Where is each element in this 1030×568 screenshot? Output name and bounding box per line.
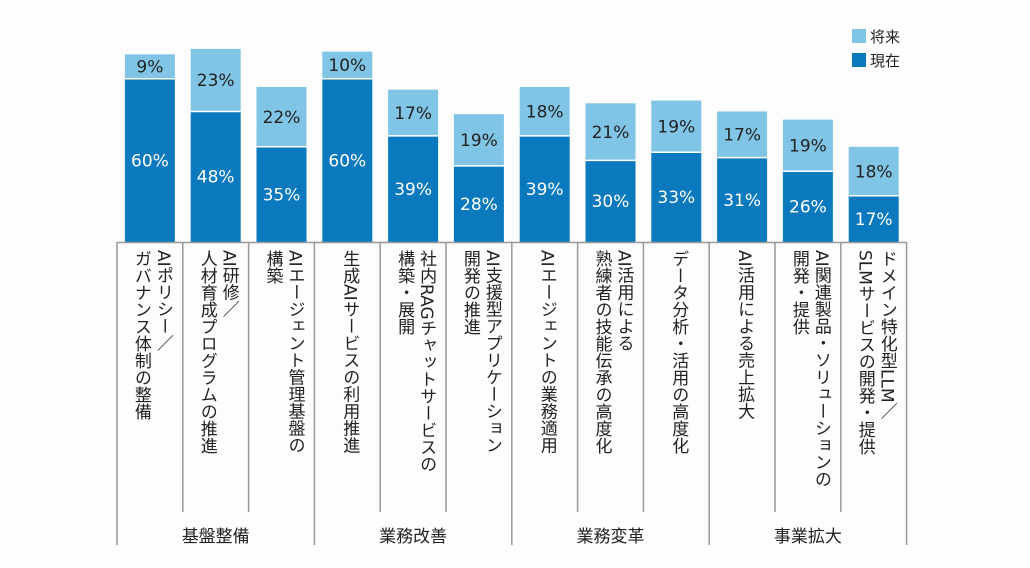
- category-label: 社内RAGチャットサービスの 構築・展開: [394, 250, 437, 473]
- group-label: 業務改善: [379, 527, 448, 547]
- bar-current: [388, 135, 439, 242]
- bar-future: [585, 103, 636, 161]
- data-label-future: 10%: [328, 56, 366, 76]
- bar-future: [124, 54, 175, 79]
- category-label: AI関連製品・ソリューションの 開発・提供: [788, 250, 831, 488]
- data-label-future: 19%: [657, 117, 695, 137]
- bar-future: [717, 111, 768, 158]
- data-label-current: 39%: [394, 180, 432, 200]
- group-label: 業務変革: [576, 527, 645, 547]
- category-label: AI研修／ 人材育成プログラムの推進: [196, 250, 239, 454]
- category-label: AIエージェント管理基盤の 構築: [262, 250, 305, 454]
- bar-current: [256, 146, 307, 242]
- bar-current: [453, 165, 504, 242]
- data-label-current: 48%: [197, 168, 235, 188]
- bar-future: [256, 86, 307, 147]
- bar-future: [651, 100, 702, 153]
- bar-current: [585, 160, 636, 242]
- category-label: AI活用による売上拡大: [734, 250, 755, 420]
- bar-future: [782, 119, 833, 172]
- group-label: 事業拡大: [773, 527, 842, 547]
- legend-label-current: 現在: [870, 52, 901, 70]
- data-label-future: 17%: [394, 104, 432, 124]
- data-label-current: 35%: [263, 185, 301, 205]
- data-label-future: 23%: [197, 71, 235, 91]
- group-label: 基盤整備: [181, 527, 250, 547]
- category-label: 生成AIサービスの利用推進: [339, 250, 360, 454]
- data-label-current: 28%: [460, 195, 498, 215]
- bar-current: [848, 195, 899, 242]
- bar-future: [848, 146, 899, 196]
- bar-future: [388, 89, 439, 136]
- category-label: AI支援型アプリケーション 開発の推進: [459, 250, 502, 454]
- legend-swatch-future: [852, 29, 866, 43]
- data-label-current: 17%: [855, 210, 893, 230]
- category-label: ドメイン特化型LLM／ SLMサービスの開発・提供: [854, 250, 897, 455]
- data-label-current: 31%: [723, 191, 761, 211]
- data-label-future: 18%: [526, 102, 564, 122]
- data-label-current: 60%: [328, 151, 366, 171]
- legend-swatch-current: [852, 53, 866, 67]
- data-label-future: 21%: [592, 123, 630, 143]
- data-label-future: 17%: [723, 126, 761, 146]
- data-label-current: 60%: [131, 151, 169, 171]
- data-label-current: 33%: [657, 188, 695, 208]
- bar-current: [190, 111, 241, 242]
- bar-current: [717, 157, 768, 242]
- bar-current: [782, 171, 833, 242]
- data-label-future: 19%: [460, 131, 498, 151]
- category-label: AI活用による 熟練者の技能伝承の高度化: [591, 250, 634, 454]
- bar-future: [519, 86, 570, 136]
- data-label-current: 30%: [592, 192, 630, 212]
- bar-current: [322, 78, 373, 242]
- bar-current: [124, 78, 175, 242]
- bar-future: [453, 114, 504, 166]
- data-label-current: 26%: [789, 198, 827, 218]
- data-label-future: 9%: [136, 58, 163, 78]
- bar-future: [322, 51, 373, 79]
- data-label-future: 19%: [789, 136, 827, 156]
- category-label: AIポリシー／ ガバナンス体制の整備: [130, 250, 173, 420]
- data-label-current: 39%: [526, 180, 564, 200]
- legend-label-future: 将来: [870, 28, 901, 46]
- category-label: AIエージェントの業務適用: [536, 250, 557, 454]
- data-label-future: 18%: [855, 162, 893, 182]
- bar-current: [519, 135, 570, 242]
- data-label-future: 22%: [263, 108, 301, 128]
- category-label: データ分析・活用の高度化: [668, 250, 689, 454]
- bar-current: [651, 152, 702, 242]
- bar-future: [190, 48, 241, 112]
